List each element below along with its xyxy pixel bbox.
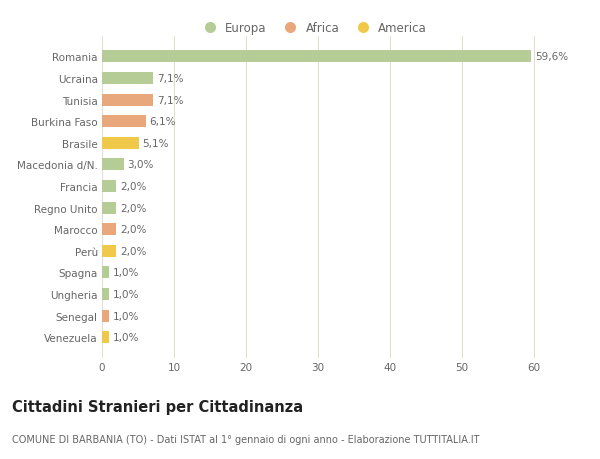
Text: 59,6%: 59,6%: [535, 52, 568, 62]
Bar: [102, 202, 116, 214]
Text: COMUNE DI BARBANIA (TO) - Dati ISTAT al 1° gennaio di ogni anno - Elaborazione T: COMUNE DI BARBANIA (TO) - Dati ISTAT al …: [12, 434, 479, 444]
Legend: Europa, Africa, America: Europa, Africa, America: [193, 17, 432, 39]
Text: 1,0%: 1,0%: [113, 311, 139, 321]
Text: 2,0%: 2,0%: [120, 182, 146, 191]
Bar: [102, 51, 531, 63]
Text: 5,1%: 5,1%: [142, 139, 169, 148]
Text: 2,0%: 2,0%: [120, 246, 146, 256]
Text: 1,0%: 1,0%: [113, 289, 139, 299]
Text: 2,0%: 2,0%: [120, 225, 146, 235]
Bar: [102, 159, 124, 171]
Text: 1,0%: 1,0%: [113, 332, 139, 342]
Text: Cittadini Stranieri per Cittadinanza: Cittadini Stranieri per Cittadinanza: [12, 399, 303, 414]
Text: 1,0%: 1,0%: [113, 268, 139, 278]
Bar: [102, 224, 116, 235]
Bar: [102, 116, 146, 128]
Text: 6,1%: 6,1%: [149, 117, 176, 127]
Bar: [102, 310, 109, 322]
Text: 3,0%: 3,0%: [127, 160, 154, 170]
Bar: [102, 138, 139, 150]
Bar: [102, 95, 153, 106]
Text: 7,1%: 7,1%: [157, 95, 183, 106]
Bar: [102, 245, 116, 257]
Bar: [102, 267, 109, 279]
Bar: [102, 73, 153, 85]
Bar: [102, 181, 116, 192]
Text: 2,0%: 2,0%: [120, 203, 146, 213]
Bar: [102, 288, 109, 300]
Bar: [102, 331, 109, 343]
Text: 7,1%: 7,1%: [157, 74, 183, 84]
